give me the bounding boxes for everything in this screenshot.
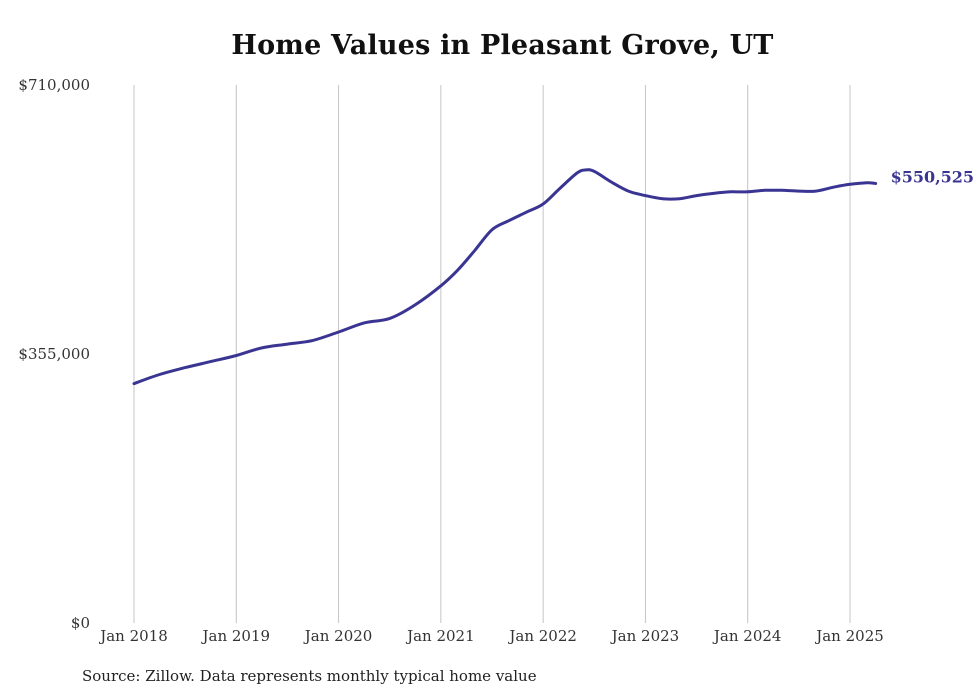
y-tick-label: $710,000: [18, 76, 90, 94]
x-tick-label: Jan 2020: [303, 627, 373, 645]
y-tick-label: $0: [71, 614, 90, 632]
series-line: [132, 168, 878, 386]
source-note: Source: Zillow. Data represents monthly …: [82, 667, 537, 685]
y-tick-label: $355,000: [18, 345, 90, 363]
x-tick-label: Jan 2018: [98, 627, 168, 645]
chart-title: Home Values in Pleasant Grove, UT: [231, 30, 774, 61]
x-tick-label: Jan 2023: [610, 627, 680, 645]
end-value-label: $550,525: [891, 168, 975, 187]
x-tick-label: Jan 2025: [814, 627, 884, 645]
x-tick-label: Jan 2019: [201, 627, 271, 645]
x-tick-label: Jan 2024: [712, 627, 782, 645]
x-tick-label: Jan 2021: [405, 627, 475, 645]
x-tick-label: Jan 2022: [507, 627, 577, 645]
